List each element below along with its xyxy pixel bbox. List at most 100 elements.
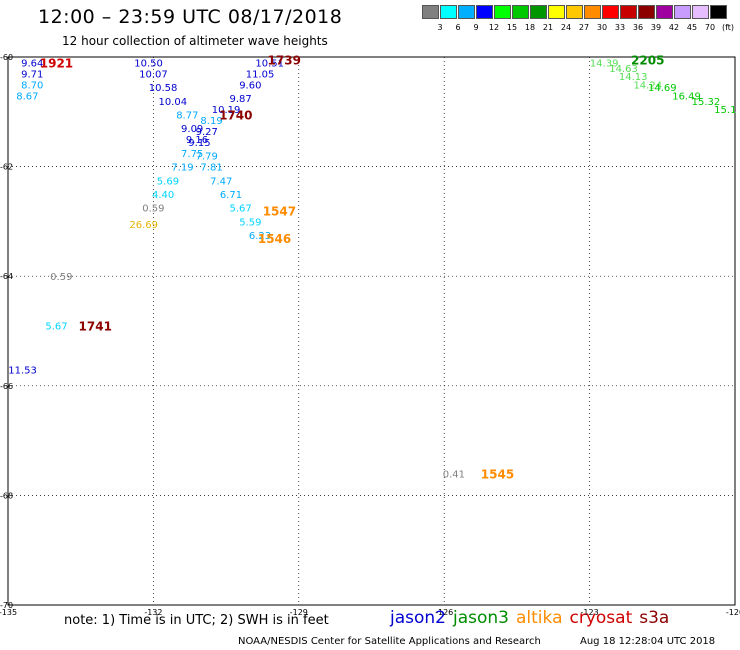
colorbar-swatch: [512, 5, 529, 19]
wave-height-label: 10.58: [149, 83, 178, 94]
colorbar-label: 6: [455, 23, 461, 32]
wave-height-label: 7.79: [196, 152, 218, 163]
colorbar-swatch: [458, 5, 475, 19]
colorbar-label: 42: [668, 23, 680, 32]
colorbar-label: 39: [650, 23, 662, 32]
wave-height-label: 9.71: [21, 69, 43, 80]
colorbar-swatch: [476, 5, 493, 19]
wave-height-label: 16.49: [672, 91, 701, 102]
wave-height-label: 9.87: [230, 94, 252, 105]
y-tick-label: -70: [0, 601, 13, 610]
wave-height-label: 6.71: [220, 190, 242, 201]
wave-height-label: 9.64: [21, 58, 43, 69]
wave-height-label: 14.13: [619, 72, 648, 83]
colorbar-label: 9: [473, 23, 479, 32]
wave-height-label: 6.23: [249, 231, 271, 242]
credit-text: NOAA/NESDIS Center for Satellite Applica…: [238, 636, 541, 647]
wave-height-label: 14.69: [648, 83, 677, 94]
x-tick-label: -120: [726, 608, 740, 617]
wave-height-label: 10.04: [158, 97, 187, 108]
colorbar-label: 30: [596, 23, 608, 32]
wave-height-label: 7.75: [181, 149, 203, 160]
colorbar-swatch: [656, 5, 673, 19]
legend-entry: jason2: [390, 608, 446, 628]
wave-height-label: 11.05: [246, 69, 275, 80]
legend-entry: altika: [516, 608, 563, 628]
colorbar-label: 36: [632, 23, 644, 32]
wave-height-label: 11.53: [8, 365, 37, 376]
wave-height-label: 5.67: [230, 204, 252, 215]
colorbar-swatch: [674, 5, 691, 19]
wave-height-label: 9.27: [196, 127, 218, 138]
wave-height-label: 9.09: [181, 124, 203, 135]
colorbar-swatch: [422, 5, 439, 19]
wave-height-label: 15.32: [692, 97, 721, 108]
colorbar-label: 27: [578, 23, 590, 32]
timestamp-text: Aug 18 12:28:04 UTC 2018: [580, 636, 716, 647]
legend-entry: cryosat: [569, 608, 633, 628]
colorbar-swatch: [692, 5, 709, 19]
time-label: 1545: [481, 467, 514, 481]
time-label: 1739: [268, 54, 301, 68]
wave-height-label: 5.59: [239, 217, 261, 228]
legend-entry: s3a: [639, 608, 670, 628]
plot-frame: [7, 56, 736, 606]
wave-height-label: 9.16: [186, 135, 208, 146]
legend-entry: jason3: [453, 608, 509, 628]
wave-height-label: 10.50: [134, 58, 163, 69]
colorbar-unit: (ft): [721, 23, 735, 32]
colorbar-swatch: [584, 5, 601, 19]
chart-subtitle: 12 hour collection of altimeter wave hei…: [62, 34, 328, 48]
colorbar-label: 33: [614, 23, 626, 32]
colorbar-swatch: [440, 5, 457, 19]
wave-height-label: 10.07: [139, 69, 168, 80]
time-label: 1741: [79, 320, 112, 334]
colorbar-swatch: [710, 5, 727, 19]
wave-height-label: 5.69: [157, 176, 179, 187]
colorbar-label: 12: [488, 23, 500, 32]
wave-height-label: 9.60: [239, 80, 261, 91]
wave-height-label: 14.39: [590, 58, 619, 69]
colorbar-label: 21: [542, 23, 554, 32]
wave-height-label: 10.19: [212, 105, 241, 116]
x-tick-label: -129: [290, 608, 308, 617]
x-tick-label: -126: [435, 608, 453, 617]
y-tick-label: -60: [0, 53, 13, 62]
wave-height-label: 7.19: [171, 163, 193, 174]
colorbar-swatch: [530, 5, 547, 19]
x-tick-label: -123: [581, 608, 599, 617]
wave-height-label: 15.1: [714, 105, 736, 116]
time-label: 1740: [219, 109, 252, 123]
wave-height-label: 7.81: [200, 163, 222, 174]
wave-height-label: 5.67: [45, 322, 67, 333]
wave-height-label: 0.41: [443, 469, 465, 480]
x-tick-label: -132: [144, 608, 162, 617]
colorbar-swatch: [638, 5, 655, 19]
colorbar-label: 3: [437, 23, 443, 32]
colorbar-label: 24: [560, 23, 572, 32]
colorbar-label: 45: [686, 23, 698, 32]
wave-height-label: 8.70: [21, 80, 43, 91]
wave-height-label: 0.59: [142, 204, 164, 215]
colorbar-swatch: [494, 5, 511, 19]
colorbar-label: 18: [524, 23, 536, 32]
time-label: 1546: [258, 232, 291, 246]
time-label: 1547: [263, 204, 296, 218]
time-label: 1921: [40, 56, 73, 70]
wave-height-label: 8.67: [16, 91, 38, 102]
footer-note: note: 1) Time is in UTC; 2) SWH is in fe…: [64, 613, 329, 628]
y-tick-label: -62: [0, 163, 13, 172]
wave-height-label: 14.24: [633, 80, 662, 91]
y-tick-label: -64: [0, 272, 13, 281]
wave-height-label: 26.69: [129, 220, 158, 231]
colorbar-swatch: [602, 5, 619, 19]
wave-height-label: 7.47: [210, 176, 232, 187]
wave-height-label: 14.63: [609, 64, 638, 75]
wave-height-label: 8.19: [200, 116, 222, 127]
time-label: 2205: [631, 54, 664, 68]
colorbar-label: 15: [506, 23, 518, 32]
x-tick-label: -135: [0, 608, 17, 617]
colorbar-swatch: [548, 5, 565, 19]
wave-height-label: 10.51: [255, 58, 284, 69]
